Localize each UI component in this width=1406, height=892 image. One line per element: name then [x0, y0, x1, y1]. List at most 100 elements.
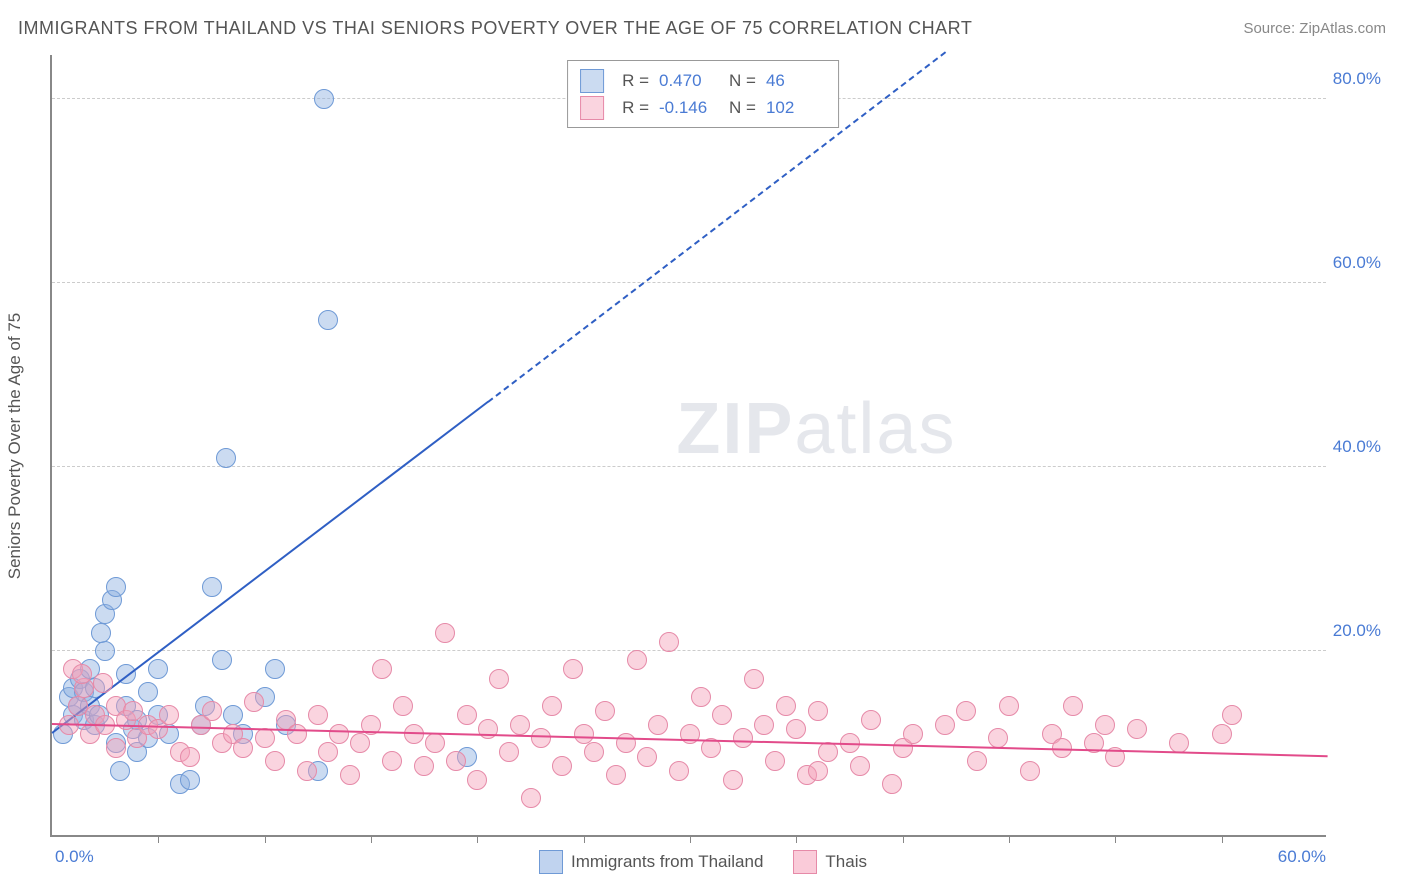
gridline-h: [52, 282, 1326, 283]
gridline-h: [52, 466, 1326, 467]
data-point: [318, 742, 338, 762]
x-axis-tick-mark: [1009, 835, 1010, 843]
y-axis-tick: 80.0%: [1333, 69, 1381, 89]
legend-item: Thais: [793, 850, 867, 874]
data-point: [180, 770, 200, 790]
data-point: [91, 623, 111, 643]
data-point: [669, 761, 689, 781]
x-axis-tick-mark: [1222, 835, 1223, 843]
y-axis-label: Seniors Poverty Over the Age of 75: [5, 313, 25, 579]
stat-label-r: R =: [622, 67, 649, 94]
data-point: [1127, 719, 1147, 739]
data-point: [956, 701, 976, 721]
data-point: [754, 715, 774, 735]
data-point: [95, 641, 115, 661]
legend-swatch: [580, 96, 604, 120]
chart-title: IMMIGRANTS FROM THAILAND VS THAI SENIORS…: [18, 18, 972, 39]
data-point: [265, 659, 285, 679]
data-point: [329, 724, 349, 744]
data-point: [765, 751, 785, 771]
data-point: [510, 715, 530, 735]
chart-area: ZIPatlas 20.0% 40.0% 60.0% 80.0%: [50, 55, 1386, 837]
data-point: [159, 705, 179, 725]
data-point: [606, 765, 626, 785]
x-axis-tick-mark: [796, 835, 797, 843]
gridline-v: [903, 55, 904, 835]
x-axis-tick-mark: [584, 835, 585, 843]
x-axis-tick-mark: [158, 835, 159, 843]
data-point: [967, 751, 987, 771]
gridline-v: [796, 55, 797, 835]
data-point: [616, 733, 636, 753]
data-point: [627, 650, 647, 670]
series-legend: Immigrants from Thailand Thais: [539, 850, 867, 874]
x-axis-tick-mark: [477, 835, 478, 843]
data-point: [489, 669, 509, 689]
data-point: [744, 669, 764, 689]
data-point: [148, 659, 168, 679]
x-axis-tick-mark: [371, 835, 372, 843]
data-point: [138, 682, 158, 702]
data-point: [106, 738, 126, 758]
y-axis-tick: 40.0%: [1333, 437, 1381, 457]
data-point: [988, 728, 1008, 748]
gridline-v: [1009, 55, 1010, 835]
data-point: [733, 728, 753, 748]
data-point: [861, 710, 881, 730]
stat-value-r: -0.146: [659, 94, 719, 121]
data-point: [223, 705, 243, 725]
data-point: [93, 673, 113, 693]
stat-label-n: N =: [729, 94, 756, 121]
data-point: [202, 701, 222, 721]
data-point: [216, 448, 236, 468]
gridline-v: [584, 55, 585, 835]
data-point: [393, 696, 413, 716]
stats-legend-row: R = -0.146 N = 102: [580, 94, 826, 121]
data-point: [552, 756, 572, 776]
legend-label: Thais: [825, 852, 867, 872]
y-axis-tick: 20.0%: [1333, 621, 1381, 641]
gridline-v: [690, 55, 691, 835]
data-point: [202, 577, 222, 597]
data-point: [1222, 705, 1242, 725]
data-point: [425, 733, 445, 753]
data-point: [106, 577, 126, 597]
data-point: [776, 696, 796, 716]
data-point: [1212, 724, 1232, 744]
data-point: [1095, 715, 1115, 735]
data-point: [521, 788, 541, 808]
x-axis-tick-mark: [1115, 835, 1116, 843]
data-point: [287, 724, 307, 744]
y-axis-tick: 60.0%: [1333, 253, 1381, 273]
data-point: [531, 728, 551, 748]
data-point: [808, 701, 828, 721]
data-point: [212, 650, 232, 670]
data-point: [818, 742, 838, 762]
x-axis-tick-mark: [903, 835, 904, 843]
data-point: [542, 696, 562, 716]
stats-legend-row: R =0.470N =46: [580, 67, 826, 94]
data-point: [808, 761, 828, 781]
stat-value-n: 102: [766, 94, 826, 121]
data-point: [999, 696, 1019, 716]
data-point: [1020, 761, 1040, 781]
stats-legend: R =0.470N =46R = -0.146 N = 102: [567, 60, 839, 128]
legend-label: Immigrants from Thailand: [571, 852, 763, 872]
watermark: ZIPatlas: [676, 388, 956, 470]
data-point: [935, 715, 955, 735]
data-point: [110, 761, 130, 781]
data-point: [233, 738, 253, 758]
data-point: [372, 659, 392, 679]
data-point: [72, 664, 92, 684]
data-point: [691, 687, 711, 707]
data-point: [308, 705, 328, 725]
trendline: [51, 401, 488, 734]
data-point: [648, 715, 668, 735]
stat-label-r: R =: [622, 94, 649, 121]
data-point: [637, 747, 657, 767]
data-point: [903, 724, 923, 744]
data-point: [1169, 733, 1189, 753]
data-point: [435, 623, 455, 643]
data-point: [595, 701, 615, 721]
gridline-v: [265, 55, 266, 835]
